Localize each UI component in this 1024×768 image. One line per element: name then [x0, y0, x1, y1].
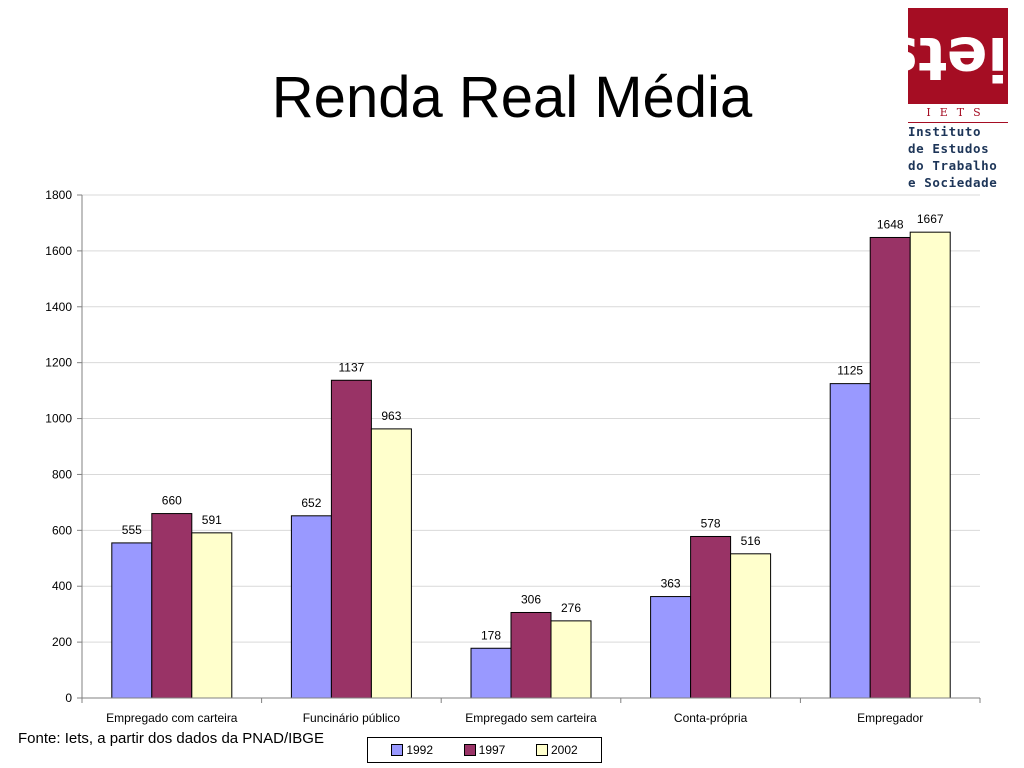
legend-item-1997: 1997	[463, 743, 506, 757]
bar	[510, 611, 552, 699]
data-labels: 555 660 591 652 1137 963 178 306 276 363 578 516 112…	[122, 212, 944, 642]
logo-divider	[908, 122, 1008, 123]
bar	[470, 647, 512, 699]
legend-label-1997: 1997	[478, 743, 506, 757]
bar	[869, 236, 911, 699]
slide-title: Renda Real Média	[271, 65, 753, 130]
y-tick-label: 1000	[45, 412, 72, 426]
logo-line-2: de Estudos	[908, 141, 990, 156]
logo-line-4: e Sociedade	[908, 175, 998, 190]
legend-item-1992: 1992	[391, 743, 433, 757]
bar	[550, 620, 592, 699]
x-category-label: Empregado com carteira	[106, 711, 238, 725]
legend-label-2002: 2002	[550, 743, 578, 757]
x-category-label: Conta-própria	[674, 711, 748, 725]
logo-line-3: do Trabalho	[908, 158, 998, 173]
x-category-label: Funcinário público	[303, 711, 401, 725]
bar	[829, 383, 871, 699]
y-tick-label: 1600	[45, 244, 72, 258]
data-label: 963	[381, 409, 401, 423]
data-label: 306	[521, 592, 541, 606]
data-label: 1648	[877, 217, 904, 231]
bar	[111, 542, 153, 699]
bar	[151, 513, 193, 699]
data-label: 555	[122, 523, 142, 537]
data-label: 363	[661, 577, 681, 591]
bar	[330, 379, 372, 699]
bar	[909, 231, 951, 699]
data-label: 660	[162, 494, 182, 508]
source-note: Fonte: Iets, a partir dos dados da PNAD/…	[18, 730, 324, 747]
iets-logo: iets IETS Instituto de Estudos do Trabal…	[882, 8, 1013, 194]
logo-line-1: Instituto	[908, 124, 982, 139]
bar	[650, 596, 692, 699]
bars	[111, 231, 951, 699]
bar-chart: 0 200 400 600 800 1000 1200 1400 1600 1800 Emprega…	[45, 188, 981, 725]
bar	[370, 428, 412, 699]
legend-swatch-1992	[391, 744, 404, 756]
y-tick-label: 0	[65, 691, 72, 705]
y-tick-label: 800	[52, 467, 72, 481]
data-label: 652	[301, 496, 321, 510]
y-tick-label: 600	[52, 523, 72, 537]
x-category-label: Empregador	[857, 711, 923, 725]
bar	[191, 532, 233, 699]
data-label: 276	[561, 601, 581, 615]
x-category-label: Empregado sem carteira	[465, 711, 597, 725]
chart-legend: 1992 1997 2002	[367, 737, 602, 763]
y-tick-label: 1400	[45, 300, 72, 314]
legend-item-2002: 2002	[535, 743, 578, 757]
bar	[690, 535, 732, 699]
legend-label-1992: 1992	[406, 743, 434, 757]
y-tick-label: 1800	[45, 188, 72, 202]
bar	[730, 553, 772, 699]
data-label: 578	[701, 516, 721, 530]
y-tick-label: 200	[52, 635, 72, 649]
data-label: 516	[741, 534, 761, 548]
data-label: 1137	[338, 360, 364, 374]
data-label: 591	[202, 513, 222, 527]
y-tick-label: 1200	[45, 356, 72, 370]
data-label: 1667	[917, 212, 944, 226]
legend-swatch-2002	[535, 744, 548, 756]
axes: 0 200 400 600 800 1000 1200 1400 1600 1800 Emprega…	[45, 188, 981, 725]
bar	[290, 515, 332, 699]
y-tick-label: 400	[52, 579, 72, 593]
data-label: 1125	[837, 364, 863, 378]
logo-background	[908, 8, 1008, 104]
legend-swatch-1997	[463, 744, 476, 756]
data-label: 178	[481, 628, 501, 642]
logo-abbreviation: IETS	[926, 106, 990, 119]
